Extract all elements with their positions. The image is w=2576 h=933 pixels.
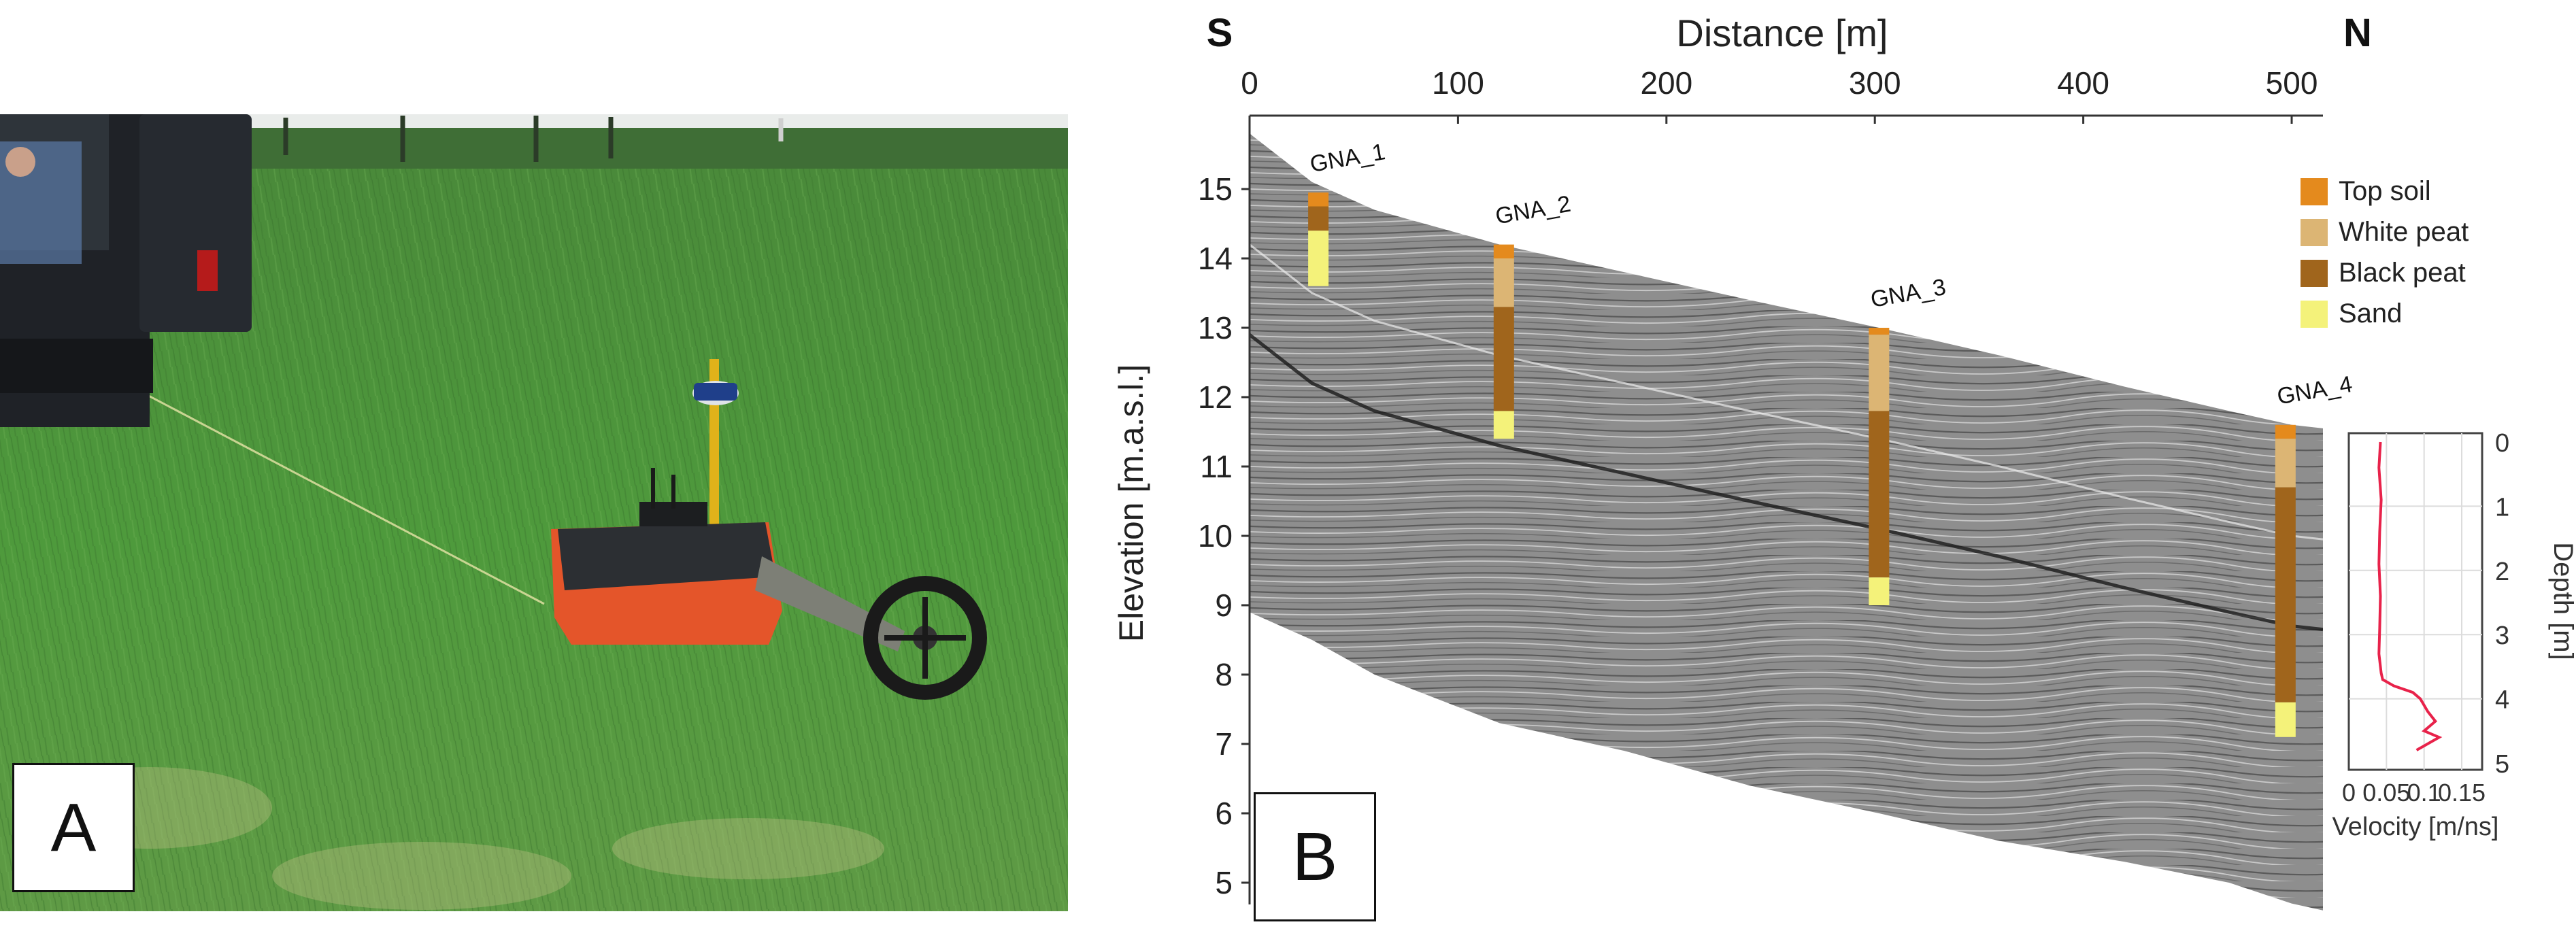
y-axis-title: Elevation [m.a.s.l.] <box>1112 364 1150 643</box>
inset-x-ticks: 0 0.050.10.15 <box>2342 779 2486 807</box>
inset-x-tick-label: 0.05 <box>2362 779 2410 807</box>
borehole-label: GNA_2 <box>1494 191 1573 230</box>
y-tick-label: 13 <box>1198 310 1233 345</box>
panel-b-label: B <box>1254 792 1376 921</box>
inset-y-tick-label: 4 <box>2495 686 2509 715</box>
panel-a-label-text: A <box>50 789 97 866</box>
inset-x-tick-label: 0.1 <box>2407 779 2441 807</box>
borehole-layer <box>1493 411 1514 439</box>
x-tick-label: 500 <box>2266 65 2318 101</box>
borehole-label: GNA_4 <box>2275 371 2354 410</box>
inset-grid <box>2349 433 2482 770</box>
borehole-layer <box>1308 206 1329 231</box>
legend-label: White peat <box>2339 217 2469 247</box>
panel-b-label-text: B <box>1292 818 1338 895</box>
y-axis-ticks: 15 14 13 12 11 10 9 8 7 6 5 <box>1198 171 1250 900</box>
y-tick-label: 7 <box>1215 726 1233 762</box>
y-tick-label: 15 <box>1198 171 1233 207</box>
borehole-layer <box>2275 487 2296 702</box>
y-tick-label: 10 <box>1198 518 1233 554</box>
borehole-label: GNA_3 <box>1869 274 1947 313</box>
inset-y-tick-label: 0 <box>2495 429 2509 458</box>
x-axis-title: Distance [m] <box>1676 12 1888 54</box>
radargram-chart: S N Distance [m] Elevation [m.a.s.l.] 0 1… <box>1112 11 2576 911</box>
borehole-layer <box>1493 258 1514 307</box>
trees <box>283 116 784 162</box>
legend-label: Top soil <box>2339 176 2431 206</box>
panel-a-label: A <box>12 763 135 892</box>
borehole-layer <box>1493 244 1514 258</box>
borehole-layer <box>1308 192 1329 207</box>
vehicle <box>0 114 252 427</box>
legend-swatch <box>2301 260 2328 287</box>
y-tick-label: 12 <box>1198 379 1233 415</box>
borehole-layer <box>2275 439 2296 488</box>
inset-y-ticks: 0 1 2 3 4 5 <box>2495 429 2509 779</box>
x-tick-label: 200 <box>1640 65 1692 101</box>
direction-north: N <box>2343 11 2372 55</box>
inset-x-tick-label: 0 <box>2342 779 2356 807</box>
borehole-layer <box>1869 335 1890 411</box>
borehole-layer <box>2275 702 2296 737</box>
legend-swatch <box>2301 301 2328 328</box>
y-tick-label: 11 <box>1200 449 1233 484</box>
x-tick-label: 300 <box>1849 65 1901 101</box>
y-tick-label: 6 <box>1215 796 1233 831</box>
inset-y-title: Depth [m] <box>2548 542 2576 660</box>
inset-y-tick-label: 2 <box>2495 558 2509 586</box>
inset-y-tick-label: 5 <box>2495 750 2509 779</box>
inset-x-tick-label: 0.15 <box>2438 779 2486 807</box>
x-axis-ticks: 0 100 200 300 400 500 <box>1241 65 2318 124</box>
borehole-label: GNA_1 <box>1308 139 1387 177</box>
panel-b-radargram: S N Distance [m] Elevation [m.a.s.l.] 0 1… <box>1088 0 2576 930</box>
velocity-line <box>2377 441 2443 751</box>
borehole-layer <box>2275 424 2296 439</box>
boreholes: GNA_1 GNA_2 GNA_3 GNA_4 <box>1308 139 2354 737</box>
hedge <box>231 128 1068 175</box>
x-tick-label: 0 <box>1241 65 1258 101</box>
y-tick-label: 5 <box>1215 865 1233 900</box>
x-tick-label: 100 <box>1432 65 1484 101</box>
inset-x-title: Velocity [m/ns] <box>2332 813 2499 841</box>
y-tick-label: 14 <box>1198 241 1233 276</box>
legend: Top soil White peat Black peat Sand <box>2301 176 2469 328</box>
borehole-layer <box>1869 328 1890 335</box>
legend-label: Black peat <box>2339 258 2466 288</box>
inset-frame <box>2347 432 2483 771</box>
direction-south: S <box>1207 11 1233 55</box>
gpr-cart <box>551 359 987 700</box>
borehole-layer <box>1869 577 1890 605</box>
legend-swatch <box>2301 219 2328 246</box>
borehole-layer <box>1308 231 1329 286</box>
panel-a-photo: A <box>0 114 1068 911</box>
legend-label: Sand <box>2339 299 2402 328</box>
inset-y-tick-label: 3 <box>2495 622 2509 650</box>
borehole-layer <box>1869 411 1890 578</box>
y-tick-label: 8 <box>1215 657 1233 692</box>
legend-swatch <box>2301 178 2328 205</box>
x-tick-label: 400 <box>2057 65 2109 101</box>
borehole-layer <box>1493 307 1514 411</box>
y-tick-label: 9 <box>1215 588 1233 623</box>
inset-y-tick-label: 1 <box>2495 493 2509 522</box>
field-photo <box>0 114 1068 911</box>
